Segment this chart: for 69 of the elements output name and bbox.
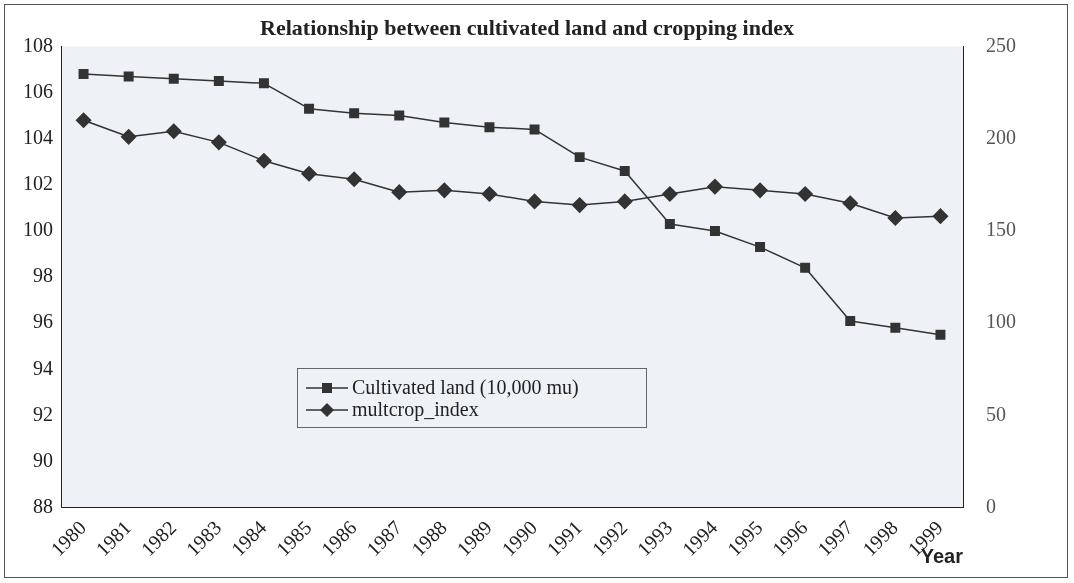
point	[439, 117, 450, 128]
point	[935, 329, 946, 340]
point	[258, 78, 269, 89]
point	[78, 69, 89, 80]
point	[755, 242, 766, 253]
x-tick-label: 1991	[542, 516, 587, 561]
y2-tick-label: 0	[986, 495, 996, 517]
x-tick-label: 1990	[497, 516, 542, 561]
point	[211, 134, 227, 151]
point	[123, 71, 134, 82]
point	[797, 186, 813, 202]
y2-tick-label: 100	[986, 310, 1016, 333]
x-tick-label: 1982	[136, 516, 181, 561]
y-tick-label: 92	[33, 402, 53, 425]
x-tick-label: 1980	[46, 516, 91, 561]
point	[842, 195, 858, 212]
point	[304, 103, 315, 114]
y-tick-label: 104	[23, 125, 53, 148]
x-tick-label: 1988	[407, 516, 451, 561]
y-tick-label: 100	[23, 218, 53, 241]
y-tick-label: 96	[33, 310, 53, 333]
x-tick-label: 1998	[858, 516, 902, 561]
point	[707, 178, 723, 195]
point	[120, 129, 137, 145]
point	[484, 122, 495, 133]
point	[526, 193, 543, 210]
point	[436, 182, 453, 199]
y2-tick-label: 50	[986, 402, 1006, 425]
point	[346, 171, 362, 188]
point	[75, 112, 92, 128]
point	[481, 186, 498, 202]
point	[800, 262, 811, 273]
point	[619, 165, 630, 176]
legend-label: multcrop_index	[352, 397, 479, 420]
point	[664, 219, 675, 230]
point	[845, 315, 856, 326]
point	[617, 193, 633, 210]
x-tick-label: 1989	[452, 516, 496, 561]
x-tick-label: 1992	[587, 516, 632, 561]
point	[709, 225, 720, 236]
point	[394, 110, 405, 121]
point	[166, 123, 182, 140]
y-tick-label: 94	[33, 356, 53, 379]
point	[168, 73, 179, 84]
point	[662, 186, 678, 202]
chart-title: Relationship between cultivated land and cropping index	[260, 14, 794, 40]
y2-tick-label: 150	[986, 218, 1016, 241]
point	[256, 153, 272, 169]
point	[301, 165, 317, 182]
y-tick-label: 102	[23, 172, 53, 195]
legend-label: Cultivated land (10,000 mu)	[352, 375, 579, 398]
point	[529, 124, 540, 135]
point	[391, 184, 407, 200]
point	[574, 152, 585, 163]
point	[213, 76, 224, 86]
point	[932, 208, 949, 224]
y-tick-label: 98	[33, 264, 53, 287]
point	[887, 210, 904, 226]
x-tick-label: 1981	[91, 516, 136, 561]
y-tick-label: 90	[33, 448, 53, 471]
point	[349, 108, 360, 119]
point	[571, 197, 588, 213]
y-tick-label: 108	[23, 33, 53, 56]
y2-tick-label: 250	[986, 33, 1016, 56]
y-tick-label: 88	[33, 495, 53, 517]
point	[890, 322, 901, 333]
y2-tick-label: 200	[986, 125, 1016, 148]
point	[752, 182, 768, 199]
y-tick-label: 106	[23, 79, 53, 102]
